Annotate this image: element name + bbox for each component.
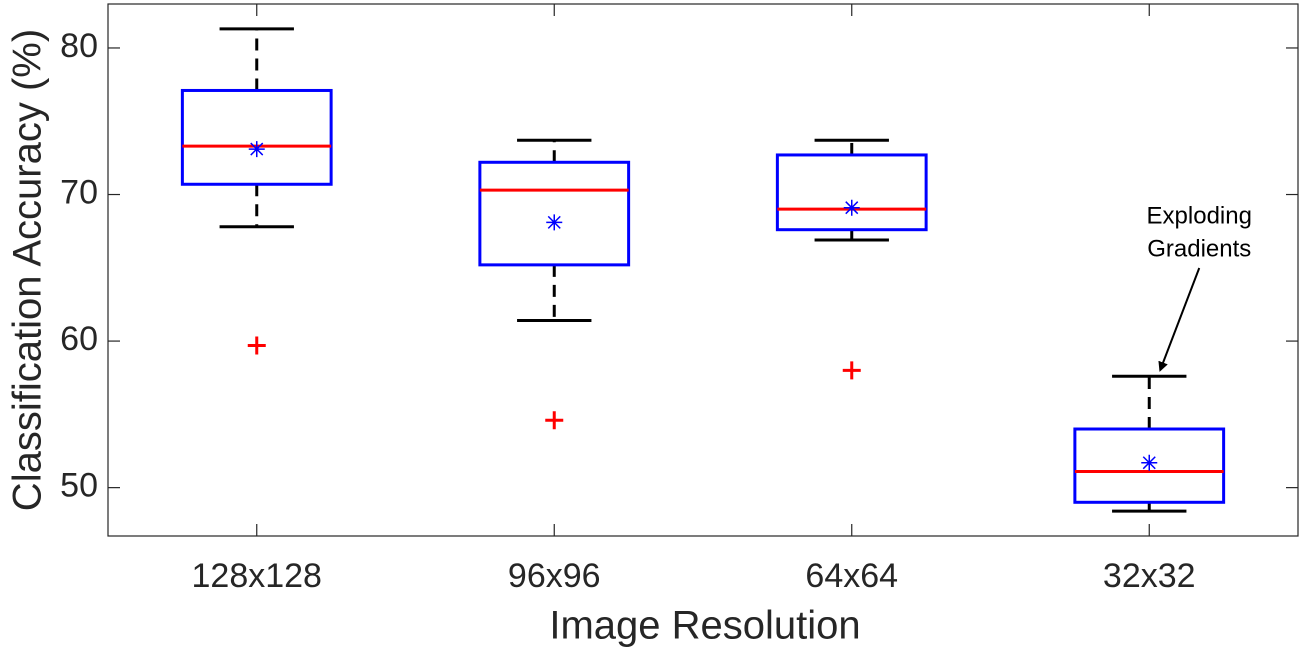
annotation-text: Exploding [1147,202,1252,229]
box [180,88,333,186]
y-tick-label: 70 [60,174,98,212]
outlier [247,336,266,355]
mean-marker [248,141,265,158]
annotation-arrow [1158,267,1201,372]
x-tick-label: 32x32 [1103,557,1196,595]
annotation-text: Gradients [1147,235,1251,262]
y-axis-label: Classification Accuracy (%) [6,29,50,511]
box [478,160,631,267]
x-tick-label: 96x96 [508,557,601,595]
mean-marker [546,214,563,231]
x-axis-label: Image Resolution [549,604,860,648]
mean-marker [843,199,860,216]
y-tick-label: 50 [60,467,98,505]
outlier [545,411,564,430]
box [1073,427,1226,504]
y-tick-label: 60 [60,320,98,358]
x-tick-label: 64x64 [805,557,898,595]
y-tick-label: 80 [60,27,98,65]
outlier [842,361,861,380]
x-tick-label: 128x128 [192,557,322,595]
plot-frame [107,3,1299,537]
mean-marker [1141,454,1158,471]
box [775,153,928,232]
